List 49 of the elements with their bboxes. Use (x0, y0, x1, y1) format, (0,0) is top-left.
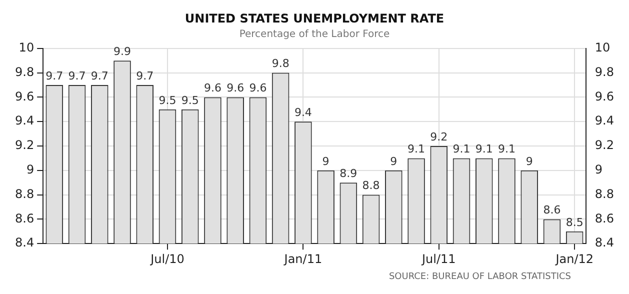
y-tick-label: 9.2 (14, 138, 34, 152)
y2-tick-label: 10 (594, 40, 610, 55)
chart-subtitle: Percentage of the Labor Force (239, 28, 390, 40)
data-label: 9.4 (294, 106, 312, 119)
y2-tick-label: 9.8 (594, 64, 614, 79)
chart-title: UNITED STATES UNEMPLOYMENT RATE (184, 11, 444, 26)
y-tick-label: 9.6 (14, 89, 34, 104)
data-label: 9.7 (90, 69, 108, 82)
data-label: 9.1 (452, 142, 470, 156)
data-label: 8.9 (340, 166, 358, 180)
y2-tick-label: 8.8 (594, 186, 614, 201)
data-label: 8.5 (566, 216, 584, 229)
y2-tick-label: 9.2 (594, 138, 614, 152)
y-tick-label: 10 (18, 40, 34, 55)
x-tick-label: Jan/12 (554, 252, 594, 266)
y-tick-label: 9.4 (14, 114, 34, 128)
y-tick-label: 8.4 (14, 236, 34, 250)
data-label: 8.6 (543, 204, 561, 217)
data-label: 9 (526, 154, 533, 168)
y-tick-label: 9 (26, 162, 34, 177)
data-label: 9.1 (498, 142, 516, 156)
y2-tick-label: 9.6 (594, 89, 614, 104)
data-label: 9.1 (475, 142, 493, 156)
data-label: 9.2 (430, 130, 448, 144)
data-label: 9 (322, 154, 330, 168)
data-label: 9.1 (408, 142, 426, 156)
data-label: 9.5 (181, 94, 199, 107)
y-tick-label: 9.8 (14, 64, 34, 79)
data-label: 9 (390, 154, 398, 168)
data-label: 9.5 (158, 94, 176, 107)
data-label: 9.9 (113, 44, 131, 58)
data-label: 9.6 (226, 82, 244, 95)
data-label: 8.8 (362, 179, 380, 192)
data-label: 9.6 (249, 82, 267, 95)
x-tick-label: Jul/10 (150, 252, 184, 266)
y2-tick-label: 9.4 (594, 114, 614, 128)
data-label: 9.8 (272, 57, 290, 70)
x-tick-label: Jul/11 (421, 252, 456, 266)
data-label: 9.7 (68, 69, 86, 82)
data-label: 9.7 (136, 69, 154, 82)
data-label: 9.7 (46, 69, 64, 82)
data-label: 9.6 (204, 82, 222, 95)
y2-tick-label: 8.4 (594, 236, 614, 250)
source-note: SOURCE: BUREAU OF LABOR STATISTICS (388, 272, 572, 282)
y-tick-label: 8.8 (14, 186, 34, 201)
y2-tick-label: 9 (594, 162, 603, 177)
y2-tick-label: 8.6 (594, 211, 614, 226)
y-tick-label: 8.6 (14, 211, 34, 226)
x-tick-label: Jan/11 (283, 252, 322, 266)
